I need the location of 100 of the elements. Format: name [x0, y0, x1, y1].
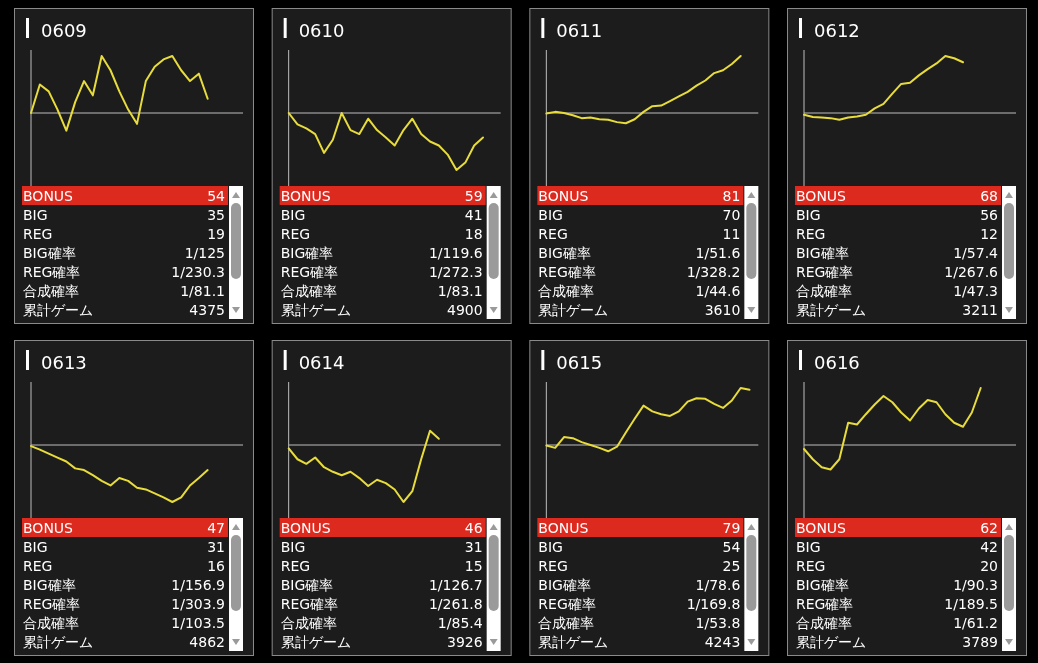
- text: 70: [722, 207, 741, 223]
- text: 1/51.6: [695, 245, 741, 261]
- text: 3926: [447, 634, 483, 650]
- category-label: REG確率: [23, 264, 81, 280]
- text: 62: [980, 520, 999, 536]
- text: 4900: [447, 302, 483, 318]
- text: 1/303.9: [171, 596, 225, 612]
- text: 4375: [189, 302, 225, 318]
- category-label: REG: [538, 226, 568, 242]
- text: 1/267.6: [944, 264, 999, 280]
- text: 46: [464, 520, 483, 536]
- chart-title: 0611: [556, 20, 603, 41]
- category-label: BIG確率: [538, 245, 591, 261]
- category-label: REG確率: [538, 596, 596, 612]
- text: 79: [722, 520, 741, 536]
- category-label: REG: [280, 558, 311, 574]
- category-label: REG確率: [796, 264, 854, 280]
- text: 1/78.6: [695, 577, 741, 593]
- category-label: 合成確率: [280, 615, 337, 631]
- text: 15: [464, 558, 483, 574]
- category-label: BONUS: [538, 188, 589, 204]
- category-label: BIG確率: [23, 245, 76, 261]
- text: 1/53.8: [695, 615, 741, 631]
- category-label: BIG: [23, 539, 48, 555]
- category-label: REG確率: [796, 596, 854, 612]
- text: 1/328.2: [686, 264, 741, 280]
- category-label: REG確率: [280, 596, 339, 612]
- text: 18: [464, 226, 483, 242]
- text: 20: [980, 558, 999, 574]
- category-label: REG: [538, 558, 568, 574]
- text: 1/103.5: [171, 615, 225, 631]
- text: 56: [980, 207, 999, 223]
- category-label: BONUS: [23, 520, 74, 536]
- chart-title: 0616: [814, 352, 860, 373]
- text: 54: [722, 539, 741, 555]
- category-label: 累計ゲーム: [23, 634, 93, 650]
- text: 81: [722, 188, 741, 204]
- text: 3610: [704, 302, 741, 318]
- category-label: 累計ゲーム: [796, 302, 867, 318]
- category-label: BIG確率: [280, 577, 334, 593]
- text: 1/272.3: [428, 264, 483, 280]
- category-label: 合成確率: [796, 283, 853, 299]
- chart-title: 0615: [556, 352, 603, 373]
- category-label: 累計ゲーム: [538, 302, 609, 318]
- category-label: 累計ゲーム: [538, 634, 609, 650]
- text: 1/61.2: [953, 615, 999, 631]
- chart-title: 0612: [814, 20, 860, 41]
- chart-title: 0614: [298, 352, 345, 373]
- text: 4862: [189, 634, 225, 650]
- category-label: 合成確率: [538, 283, 595, 299]
- text: 4243: [704, 634, 741, 650]
- category-label: BONUS: [23, 188, 74, 204]
- category-label: 累計ゲーム: [280, 634, 351, 650]
- category-label: 合成確率: [23, 283, 79, 299]
- text: 25: [722, 558, 741, 574]
- category-label: BIG: [538, 207, 563, 223]
- category-label: 合成確率: [538, 615, 595, 631]
- text: 1/90.3: [953, 577, 999, 593]
- category-label: 累計ゲーム: [796, 634, 867, 650]
- category-label: BIG確率: [280, 245, 334, 261]
- category-label: BIG: [23, 207, 48, 223]
- category-label: 累計ゲーム: [280, 302, 351, 318]
- text: 1/47.3: [953, 283, 999, 299]
- category-label: BIG確率: [23, 577, 76, 593]
- text: 3789: [962, 634, 999, 650]
- text: 1/57.4: [953, 245, 999, 261]
- text: 1/83.1: [437, 283, 483, 299]
- category-label: 合成確率: [796, 615, 853, 631]
- category-label: REG確率: [538, 264, 596, 280]
- text: 12: [980, 226, 999, 242]
- category-label: REG: [796, 226, 826, 242]
- category-label: 累計ゲーム: [23, 302, 93, 318]
- chart-title: 0610: [298, 20, 345, 41]
- category-label: BIG: [796, 539, 821, 555]
- text: 35: [207, 207, 225, 223]
- text: 1/126.7: [428, 577, 483, 593]
- category-label: BIG: [538, 539, 563, 555]
- category-label: BIG確率: [538, 577, 591, 593]
- text: 1/81.1: [180, 283, 225, 299]
- category-label: BIG確率: [796, 245, 849, 261]
- text: 59: [464, 188, 483, 204]
- category-label: BONUS: [280, 188, 331, 204]
- text: 54: [207, 188, 225, 204]
- text: 41: [464, 207, 483, 223]
- chart-title: 0609: [41, 20, 87, 41]
- category-label: BIG: [280, 539, 306, 555]
- text: 1/189.5: [944, 596, 999, 612]
- text: 1/125: [184, 245, 225, 261]
- category-label: BIG確率: [796, 577, 849, 593]
- text: 47: [207, 520, 225, 536]
- text: 42: [980, 539, 999, 555]
- category-label: REG確率: [280, 264, 339, 280]
- text: 1/85.4: [437, 615, 483, 631]
- text: 11: [722, 226, 741, 242]
- category-label: REG: [280, 226, 311, 242]
- category-label: 合成確率: [280, 283, 337, 299]
- text: 1/156.9: [171, 577, 225, 593]
- text: 3211: [962, 302, 999, 318]
- category-label: REG: [23, 558, 53, 574]
- category-label: BONUS: [280, 520, 331, 536]
